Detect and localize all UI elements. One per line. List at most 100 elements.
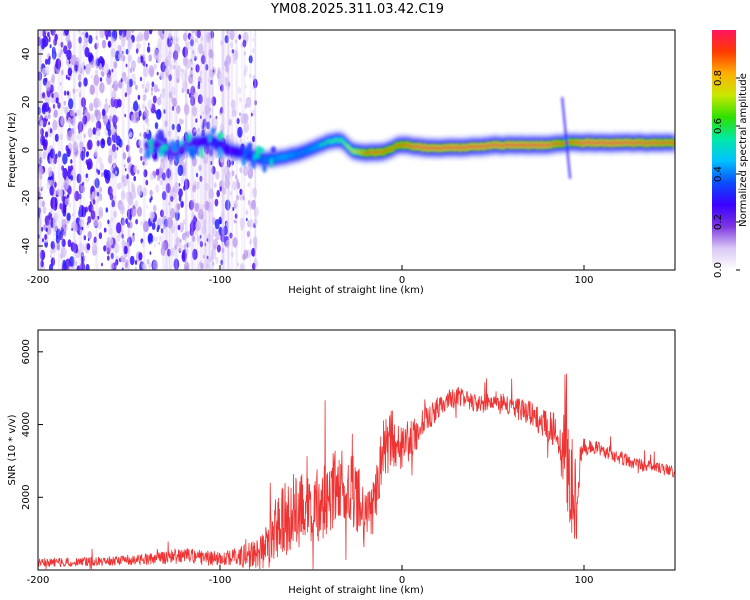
noise-speck bbox=[168, 165, 171, 169]
noise-speck bbox=[53, 38, 57, 46]
noise-speck bbox=[101, 66, 104, 71]
noise-speck bbox=[135, 219, 139, 225]
colorbar-tick-label: 0.4 bbox=[713, 166, 724, 182]
noise-speck bbox=[176, 203, 181, 211]
noise-speck bbox=[247, 200, 251, 206]
noise-speck bbox=[123, 245, 128, 255]
noise-speck bbox=[44, 131, 49, 138]
noise-speck bbox=[229, 191, 232, 196]
noise-speck bbox=[253, 206, 259, 218]
noise-speck bbox=[80, 150, 86, 161]
noise-speck bbox=[123, 151, 126, 158]
noise-speck bbox=[170, 96, 174, 103]
noise-speck bbox=[125, 218, 129, 225]
noise-speck bbox=[214, 219, 220, 230]
noise-speck bbox=[108, 41, 112, 48]
noise-speck bbox=[130, 205, 137, 217]
ridge-blob bbox=[247, 142, 253, 149]
noise-speck bbox=[74, 240, 77, 244]
ridge-blob bbox=[190, 149, 196, 160]
noise-speck bbox=[143, 169, 148, 178]
noise-speck bbox=[113, 163, 116, 169]
noise-streak bbox=[121, 30, 125, 270]
noise-speck bbox=[179, 247, 182, 252]
noise-speck bbox=[153, 49, 160, 61]
noise-speck bbox=[173, 182, 180, 194]
noise-speck bbox=[64, 30, 69, 36]
colorbar-tick-label: 0.6 bbox=[713, 118, 724, 134]
noise-speck bbox=[152, 95, 157, 104]
noise-speck bbox=[151, 222, 156, 231]
noise-speck bbox=[242, 167, 247, 176]
noise-speck bbox=[82, 44, 86, 51]
noise-speck bbox=[142, 94, 146, 102]
noise-speck bbox=[96, 197, 100, 204]
noise-speck bbox=[41, 186, 44, 191]
noise-speck bbox=[206, 255, 209, 259]
x-tick-label: -200 bbox=[27, 575, 50, 586]
noise-speck bbox=[95, 97, 101, 108]
noise-speck bbox=[210, 248, 217, 260]
noise-speck bbox=[250, 112, 253, 117]
noise-speck bbox=[113, 151, 118, 160]
noise-speck bbox=[139, 147, 143, 154]
ridge-blob bbox=[213, 138, 219, 150]
noise-speck bbox=[186, 41, 191, 51]
noise-speck bbox=[169, 63, 173, 70]
noise-streak bbox=[204, 30, 207, 270]
noise-speck bbox=[177, 164, 184, 177]
noise-speck bbox=[126, 174, 129, 180]
noise-speck bbox=[181, 80, 188, 92]
noise-speck bbox=[221, 247, 225, 254]
noise-speck bbox=[194, 230, 198, 236]
noise-speck bbox=[225, 65, 230, 73]
noise-speck bbox=[61, 195, 65, 202]
noise-speck bbox=[184, 265, 189, 270]
noise-speck bbox=[252, 262, 256, 270]
colorbar-tick-label: 0.2 bbox=[713, 214, 724, 230]
noise-speck bbox=[49, 79, 51, 84]
noise-speck bbox=[233, 219, 236, 224]
noise-speck bbox=[208, 188, 214, 199]
noise-speck bbox=[243, 51, 246, 56]
noise-speck bbox=[204, 200, 210, 211]
noise-speck bbox=[39, 135, 46, 146]
noise-speck bbox=[125, 63, 128, 68]
noise-speck bbox=[66, 39, 72, 49]
noise-speck bbox=[146, 258, 150, 265]
noise-speck bbox=[195, 220, 201, 232]
noise-speck bbox=[165, 183, 171, 194]
noise-speck bbox=[62, 259, 67, 268]
noise-speck bbox=[249, 219, 254, 229]
noise-speck bbox=[50, 254, 52, 258]
noise-speck bbox=[63, 90, 67, 96]
noise-speck bbox=[66, 212, 71, 221]
noise-speck bbox=[84, 47, 90, 58]
noise-speck bbox=[59, 203, 63, 210]
noise-speck bbox=[197, 81, 201, 86]
noise-speck bbox=[140, 34, 144, 41]
noise-speck bbox=[254, 100, 257, 106]
noise-speck bbox=[103, 245, 107, 252]
noise-speck bbox=[232, 237, 238, 248]
noise-speck bbox=[208, 48, 214, 59]
noise-speck bbox=[92, 199, 96, 205]
noise-speck bbox=[62, 230, 67, 237]
noise-speck bbox=[72, 141, 79, 153]
noise-speck bbox=[246, 136, 249, 140]
noise-speck bbox=[68, 266, 72, 270]
colorbar-title: Normalized spectral amplitude bbox=[738, 73, 749, 227]
noise-speck bbox=[202, 125, 205, 129]
noise-speck bbox=[192, 248, 198, 261]
noise-speck bbox=[188, 200, 194, 211]
noise-speck bbox=[176, 70, 181, 80]
noise-speck bbox=[159, 71, 165, 80]
noise-speck bbox=[89, 84, 96, 96]
noise-speck bbox=[143, 66, 149, 78]
ridge-blob bbox=[270, 146, 276, 154]
noise-speck bbox=[59, 253, 63, 260]
noise-speck bbox=[157, 88, 160, 92]
noise-speck bbox=[40, 119, 44, 127]
noise-speck bbox=[49, 44, 52, 49]
noise-speck bbox=[55, 241, 61, 251]
